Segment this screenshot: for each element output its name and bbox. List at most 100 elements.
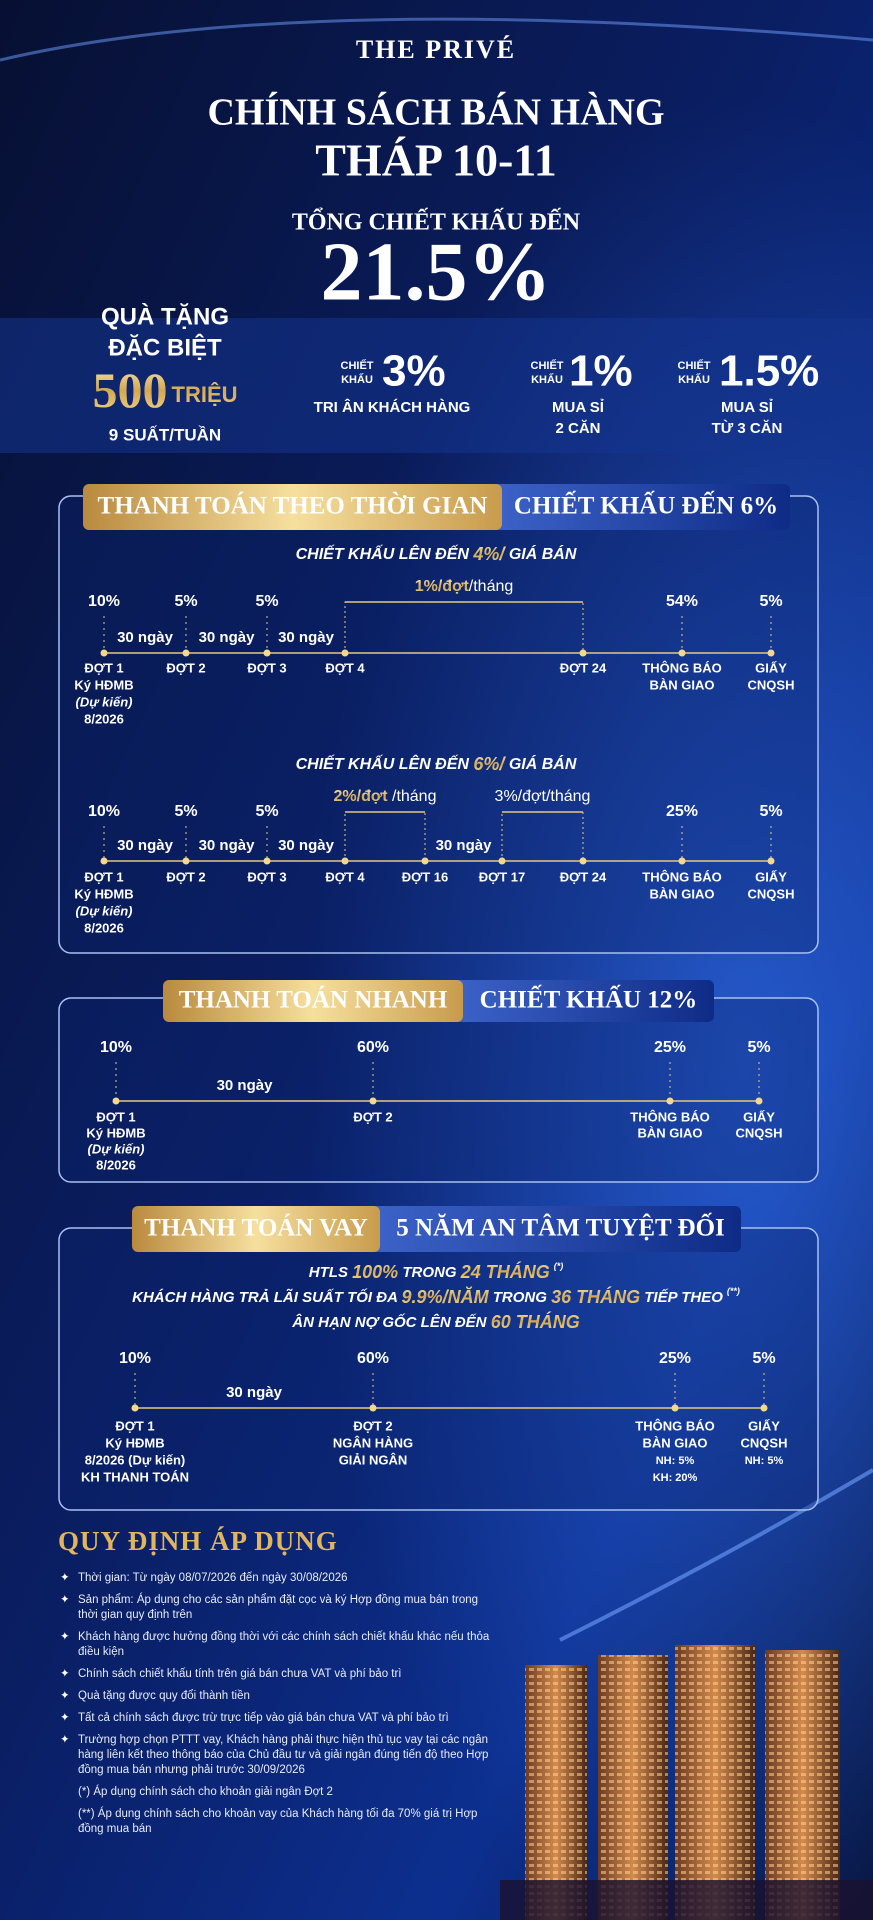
discount-desc: MUA SỈ [552, 399, 604, 416]
rules-title: QUY ĐỊNH ÁP DỤNG [58, 1526, 338, 1556]
stage-percent: 5% [255, 593, 278, 610]
span-text: /tháng [469, 578, 513, 595]
gap-label: 30 ngày [226, 1384, 283, 1401]
stage-label: CNQSH [736, 1125, 783, 1140]
discount-small-label: CHIẾT [341, 359, 374, 372]
tab-badge: 5 NĂM AN TÂM TUYỆT ĐỐI [396, 1213, 725, 1242]
gift-unit: TRIỆU [172, 382, 238, 407]
stage-percent: 60% [357, 1039, 389, 1056]
stage-label: ĐỢT 2 [166, 869, 205, 884]
stage-dot [369, 1404, 377, 1412]
discount-desc: TRI ÂN KHÁCH HÀNG [314, 398, 471, 416]
gap-label: 30 ngày [199, 629, 256, 646]
discount-small-label: KHẤU [678, 373, 710, 386]
discount-value: 3% [382, 347, 446, 396]
stage-dot [369, 1097, 377, 1105]
stage-dot [100, 857, 108, 865]
stage-label: BÀN GIAO [638, 1125, 703, 1140]
stage-label: GIẤY [755, 660, 787, 675]
stage-label: Ký HĐMB [86, 1125, 145, 1140]
stage-label: ĐỢT 2 [166, 660, 205, 675]
heading-text: GIÁ BÁN [504, 754, 576, 773]
loan-note: (*) [554, 1261, 564, 1271]
stage-label: ĐỢT 2 [353, 1109, 392, 1124]
rules-list: Thời gian: Từ ngày 08/07/2026 đến ngày 3… [58, 1571, 498, 1837]
stage-dot [671, 1404, 679, 1412]
discount-label: TỔNG CHIẾT KHẤU ĐẾN [292, 209, 581, 236]
loan-highlight: 36 THÁNG [551, 1286, 640, 1307]
loan-note: (**) [727, 1286, 740, 1296]
towers [500, 1645, 873, 1920]
gift-line: ĐẶC BIỆT [108, 333, 222, 361]
heading-text: GIÁ BÁN [504, 544, 576, 563]
heading-text: CHIẾT KHẤU LÊN ĐẾN [296, 544, 474, 563]
stage-dot [182, 649, 190, 657]
discount-value: 21.5% [321, 225, 552, 318]
tower-windows [598, 1655, 668, 1920]
stage-dot [263, 649, 271, 657]
section-box [58, 495, 819, 954]
loan-highlight: 9.9%/NĂM [402, 1286, 490, 1307]
loan-highlight: 60 THÁNG [491, 1311, 580, 1332]
stage-label: THÔNG BÁO [635, 1418, 714, 1433]
stage-label: Ký HĐMB [105, 1435, 164, 1450]
stage-dot [666, 1097, 674, 1105]
stage-percent: 25% [654, 1039, 686, 1056]
stage-label: BÀN GIAO [650, 886, 715, 901]
stage-label: (Dự kiến) [76, 903, 133, 918]
stage-label: NH: 5% [656, 1455, 695, 1467]
stage-dot [263, 857, 271, 865]
span-label: 2%/đợt /tháng [334, 788, 437, 805]
discount-desc: MUA SỈ [721, 399, 773, 416]
rule-item: Quà tặng được quy đổi thành tiền [58, 1689, 498, 1704]
stage-label: ĐỢT 3 [247, 660, 286, 675]
stage-dot [112, 1097, 120, 1105]
gap-label: 30 ngày [117, 837, 174, 854]
gap-label: 30 ngày [117, 629, 174, 646]
stage-percent: 5% [752, 1350, 775, 1367]
stage-percent: 10% [88, 593, 120, 610]
stage-percent: 5% [747, 1039, 770, 1056]
rule-note: (**) Áp dụng chính sách cho khoản vay củ… [78, 1808, 478, 1835]
stage-label: GIẤY [755, 869, 787, 884]
rule-item: Tất cả chính sách được trừ trực tiếp vào… [58, 1711, 498, 1726]
stage-label: ĐỢT 24 [560, 869, 607, 884]
stage-percent: 10% [100, 1039, 132, 1056]
stage-label: BÀN GIAO [643, 1435, 708, 1450]
title: CHÍNH SÁCH BÁN HÀNG [207, 92, 664, 134]
gap-label: 30 ngày [199, 837, 256, 854]
gap-label: 30 ngày [436, 837, 493, 854]
stage-percent: 10% [88, 803, 120, 820]
gap-label: 30 ngày [278, 837, 335, 854]
stage-label: KH: 20% [653, 1472, 698, 1484]
stage-dot [131, 1404, 139, 1412]
stage-dot [755, 1097, 763, 1105]
stage-dot [100, 649, 108, 657]
discount-small-label: CHIẾT [531, 359, 564, 372]
stage-label: Ký HĐMB [74, 677, 133, 692]
plan-heading: CHIẾT KHẤU LÊN ĐẾN 4%/ GIÁ BÁN [296, 544, 577, 564]
loan-text: HTLS [309, 1264, 352, 1281]
loan-line: ÂN HẠN NỢ GỐC LÊN ĐẾN 60 THÁNG [291, 1311, 579, 1332]
tower-windows [525, 1665, 587, 1920]
stage-label: KH THANH TOÁN [81, 1469, 189, 1484]
gap-label: 30 ngày [278, 629, 335, 646]
stage-label: CNQSH [748, 677, 795, 692]
stage-percent: 10% [119, 1350, 151, 1367]
span-label: 1%/đợt/tháng [415, 578, 514, 595]
brand: THE PRIVÉ [356, 35, 516, 64]
subtitle: THÁP 10-11 [315, 135, 557, 186]
tab-gold [132, 1206, 380, 1252]
stage-dot [760, 1404, 768, 1412]
span-label: 3%/đợt/tháng [495, 788, 591, 805]
stage-label: (Dự kiến) [76, 694, 133, 709]
loan-line: KHÁCH HÀNG TRẢ LÃI SUẤT TỐI ĐA 9.9%/NĂM … [132, 1286, 740, 1307]
stage-dot [421, 857, 429, 865]
rule-item: Khách hàng được hưởng đồng thời với các … [58, 1630, 498, 1660]
stage-label: Ký HĐMB [74, 886, 133, 901]
section-box [58, 997, 819, 1183]
stage-label: NH: 5% [745, 1455, 784, 1467]
loan-text: ÂN HẠN NỢ GỐC LÊN ĐẾN [291, 1313, 490, 1331]
waterfront [500, 1880, 873, 1920]
